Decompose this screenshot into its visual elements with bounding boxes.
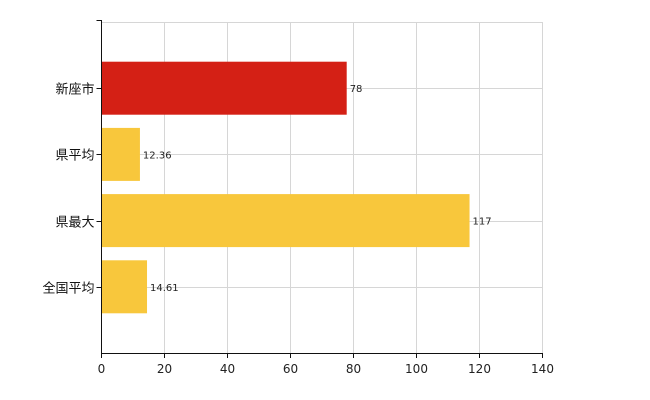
x-tick-label-40: 40 [220, 362, 235, 376]
data-label-1: 12.36 [143, 150, 172, 161]
category-label-2: 県最大 [55, 216, 94, 231]
category-label-3: 全国平均 [42, 281, 94, 297]
data-label-2: 117 [473, 217, 492, 228]
bar-3 [101, 260, 148, 314]
x-tick-label-60: 60 [283, 362, 298, 376]
x-tick-label-140: 140 [531, 362, 554, 376]
data-label-0: 78 [350, 84, 363, 95]
x-tick-label-0: 0 [98, 362, 106, 376]
bar-1 [101, 127, 140, 181]
category-label-1: 県平均 [55, 149, 94, 164]
x-tick-label-100: 100 [405, 362, 428, 376]
bar-2 [101, 194, 470, 248]
bar-0 [101, 61, 347, 115]
axes [96, 20, 543, 358]
x-tick-label-20: 20 [157, 362, 172, 376]
labels: 78 12.36 117 14.61 0 20 40 60 80 100 120 140 新座市県平均県… [42, 82, 553, 377]
x-tick-label-80: 80 [346, 362, 361, 376]
x-tick-label-120: 120 [468, 362, 491, 376]
data-label-3: 14.61 [150, 283, 179, 294]
category-label-0: 新座市 [55, 82, 94, 98]
bars [101, 61, 470, 314]
